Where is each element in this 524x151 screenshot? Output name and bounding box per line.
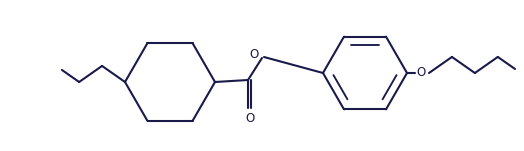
Text: O: O — [249, 48, 259, 61]
Text: O: O — [245, 112, 254, 125]
Text: O: O — [417, 66, 425, 79]
